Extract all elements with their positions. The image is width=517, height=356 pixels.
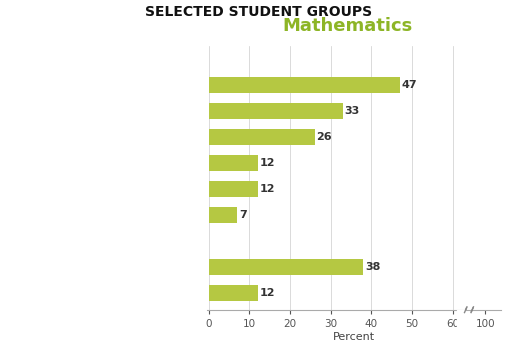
- Bar: [209, 259, 363, 275]
- Text: 38: 38: [365, 262, 381, 272]
- Text: Mathematics: Mathematics: [282, 17, 412, 35]
- Bar: [209, 155, 257, 171]
- Bar: [209, 285, 257, 300]
- Text: 7: 7: [239, 210, 247, 220]
- X-axis label: Percent: Percent: [333, 331, 375, 341]
- Text: 12: 12: [259, 184, 275, 194]
- Text: 12: 12: [259, 288, 275, 298]
- Bar: [457, 310, 465, 331]
- Text: SELECTED STUDENT GROUPS: SELECTED STUDENT GROUPS: [145, 5, 372, 19]
- Bar: [209, 77, 400, 93]
- Bar: [209, 129, 314, 145]
- Text: 47: 47: [402, 80, 417, 90]
- Text: 26: 26: [316, 132, 332, 142]
- Bar: [209, 207, 237, 223]
- Bar: [209, 103, 343, 119]
- Bar: [209, 181, 257, 197]
- Text: 12: 12: [259, 158, 275, 168]
- Text: 33: 33: [345, 106, 360, 116]
